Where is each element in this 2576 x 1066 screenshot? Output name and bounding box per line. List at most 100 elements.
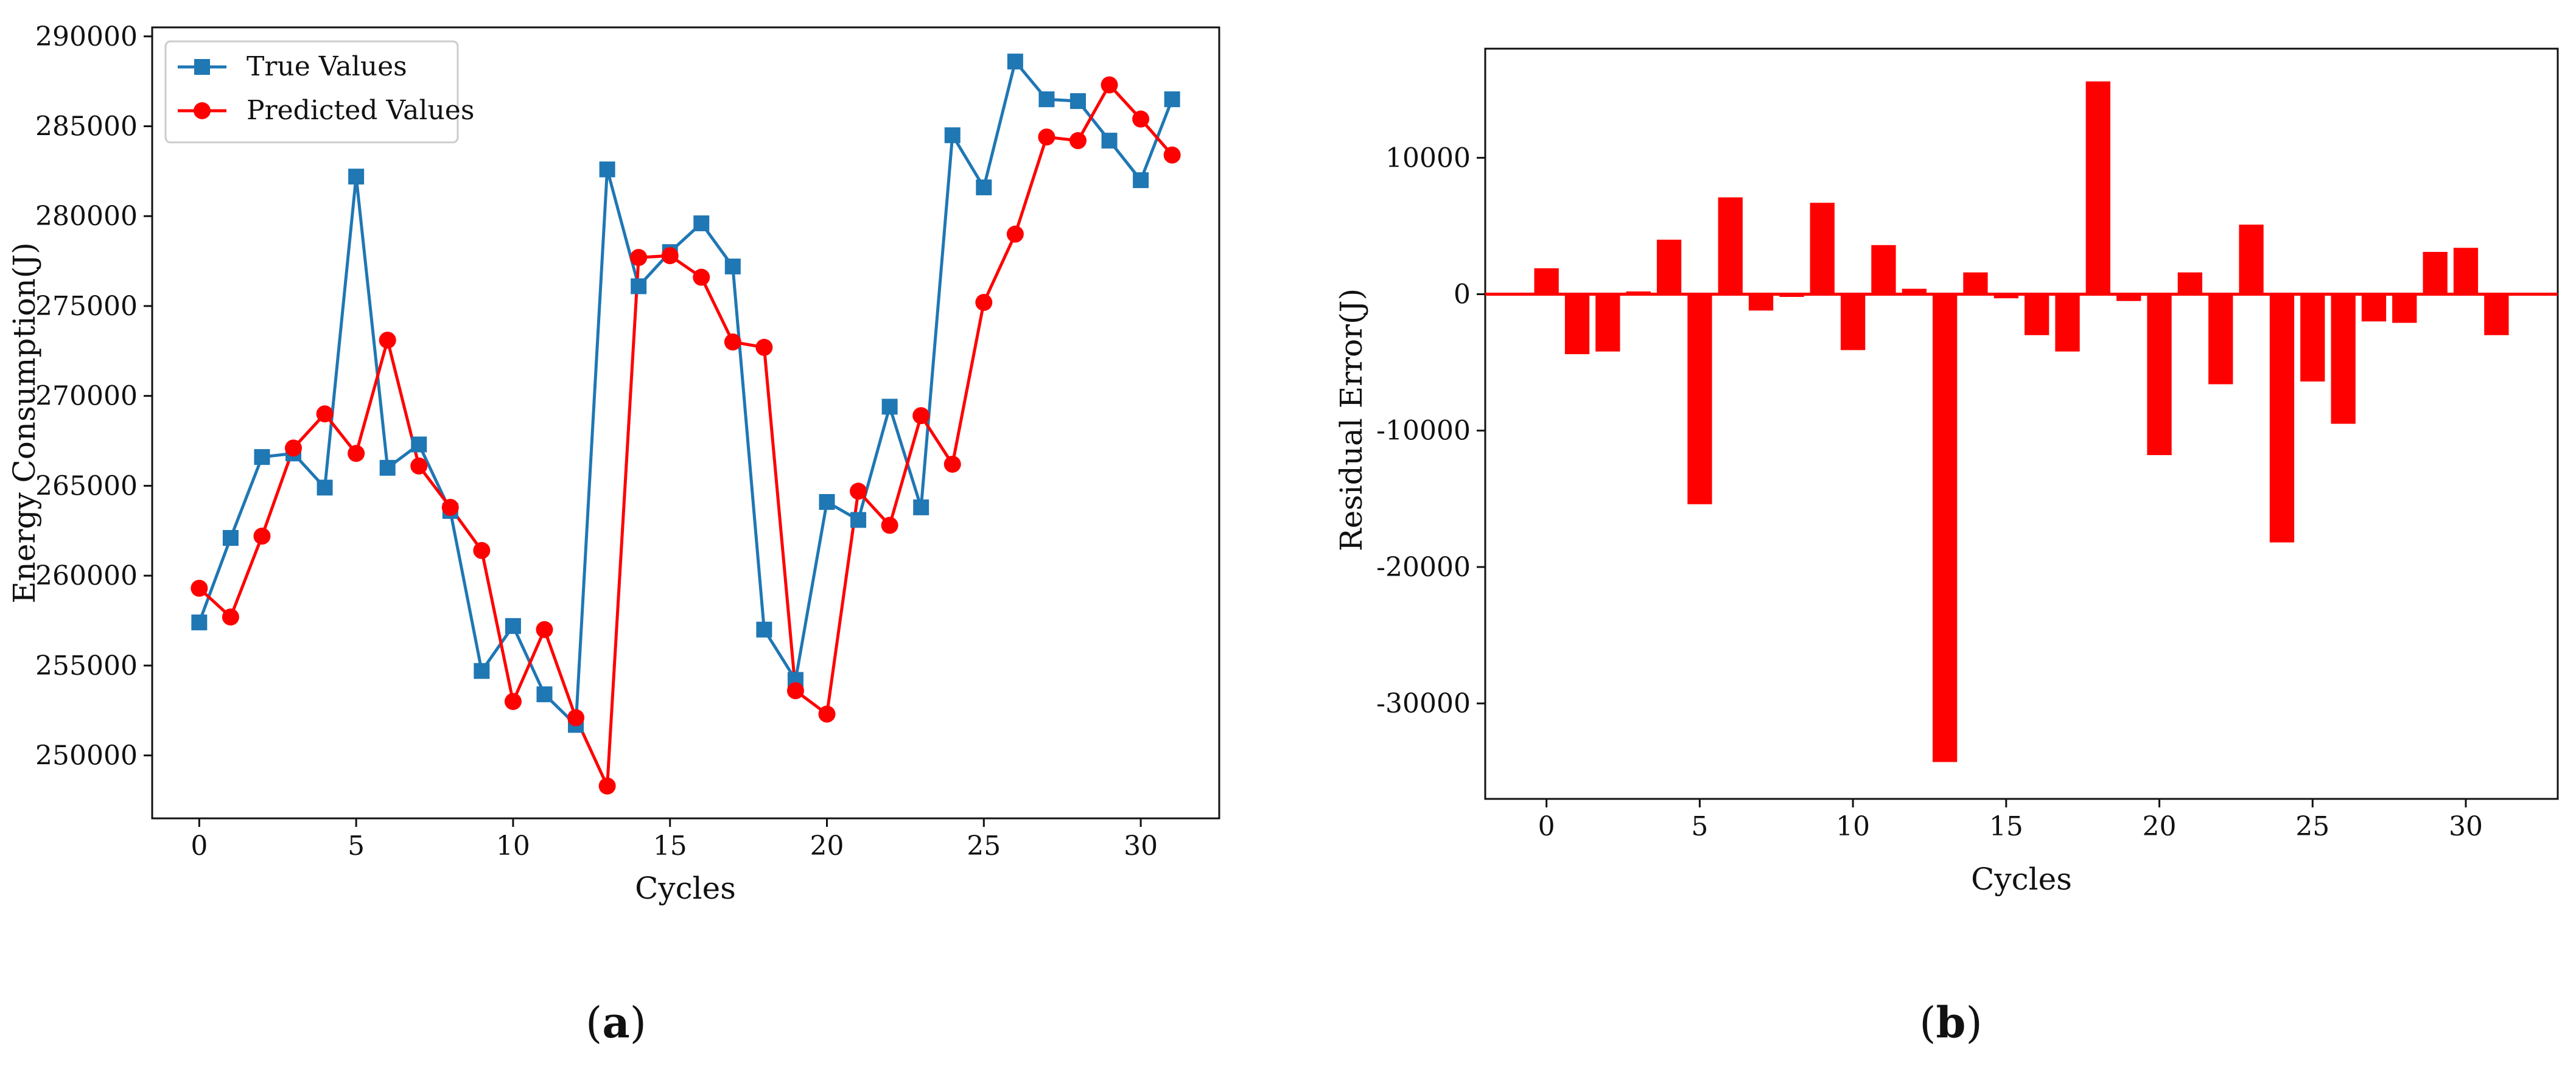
data-point-true: [976, 179, 992, 195]
data-point-true: [474, 663, 490, 679]
x-tick-label: 15: [653, 831, 687, 862]
bar: [1963, 272, 1988, 294]
bar: [2453, 248, 2479, 294]
data-point-predicted: [222, 608, 239, 626]
bar: [2085, 81, 2110, 294]
x-tick-label: 5: [1691, 811, 1708, 842]
data-point-predicted: [1069, 132, 1087, 150]
data-point-predicted: [850, 482, 867, 500]
x-tick-label: 0: [1538, 811, 1555, 842]
data-point-true: [913, 499, 929, 515]
data-point-true: [631, 278, 647, 294]
data-point-true: [756, 621, 772, 638]
data-point-predicted: [786, 682, 804, 700]
data-point-predicted: [285, 439, 303, 457]
panel-label-b: (b): [1919, 997, 1983, 1048]
y-tick-label: -10000: [1376, 416, 1471, 447]
y-tick-label: 290000: [35, 21, 138, 52]
data-point-predicted: [253, 528, 271, 545]
plot-frame-b: [1484, 47, 2559, 800]
data-point-predicted: [881, 517, 898, 534]
bar: [2177, 272, 2202, 294]
data-point-true: [850, 512, 867, 528]
data-point-true: [379, 459, 396, 476]
y-tick-label: 260000: [35, 560, 138, 591]
bar: [1564, 294, 1590, 355]
legend-label-predicted: Predicted Values: [247, 95, 474, 126]
bar: [1656, 239, 1682, 294]
y-tick-label: 255000: [35, 650, 138, 681]
y-tick-label: 280000: [35, 201, 138, 232]
data-point-predicted: [441, 498, 459, 516]
y-axis-label-a: Energy Consumption(J): [7, 242, 42, 604]
data-point-true: [254, 449, 270, 465]
x-tick-label: 30: [1124, 831, 1158, 862]
bar: [1595, 294, 1620, 352]
y-tick-label: 265000: [35, 470, 138, 501]
x-tick-label: 15: [1989, 811, 2023, 842]
data-point-predicted: [912, 407, 930, 425]
y-ticks-a: 250000 255000 260000 265000 270000 275000 2800…: [35, 21, 152, 772]
legend: True Values Predicted Values: [164, 40, 474, 144]
data-point-true: [599, 161, 615, 178]
y-axis-label-b: Residual Error(J): [1334, 288, 1369, 551]
x-axis-label-a: Cycles: [635, 871, 736, 906]
bar: [2392, 294, 2417, 323]
bar: [2300, 294, 2325, 381]
data-point-true: [536, 686, 553, 703]
data-point-true: [1069, 93, 1086, 110]
bar: [1810, 203, 1835, 294]
bar-chart: 10000 0 -10000 -20000 -30000 0 5 10 15 20 25 30 Cy…: [1334, 47, 2559, 1048]
data-point-true: [944, 127, 961, 144]
bar: [1902, 288, 1927, 294]
data-point-true: [1133, 172, 1149, 189]
bar: [2147, 294, 2172, 455]
data-point-true: [191, 614, 208, 630]
y-tick-label: 270000: [35, 381, 138, 412]
y-tick-label: 275000: [35, 291, 138, 322]
panel-label-a: (a): [586, 997, 646, 1048]
bar: [1748, 294, 1774, 311]
bar: [2269, 294, 2295, 543]
bar: [2423, 252, 2448, 294]
data-point-predicted: [975, 294, 993, 312]
data-point-predicted: [1006, 225, 1024, 243]
bar: [2361, 294, 2387, 322]
data-point-predicted: [818, 705, 836, 723]
data-point-predicted: [598, 777, 616, 795]
data-point-predicted: [473, 542, 491, 559]
data-point-true: [1038, 91, 1055, 108]
x-tick-label: 10: [496, 831, 530, 862]
bar: [2484, 294, 2509, 335]
data-point-true: [1007, 54, 1023, 70]
series-group-a: [191, 54, 1181, 795]
data-point-true: [724, 258, 741, 274]
x-tick-label: 30: [2449, 811, 2483, 842]
data-point-predicted: [1163, 146, 1181, 164]
data-point-predicted: [316, 405, 334, 423]
data-point-true: [348, 169, 365, 185]
data-point-predicted: [661, 247, 679, 265]
bar: [1871, 245, 1896, 294]
plot-frame-a: [151, 26, 1220, 820]
y-tick-label: 10000: [1385, 142, 1471, 173]
bar: [2239, 225, 2264, 294]
data-point-predicted: [1101, 76, 1118, 94]
bar: [1718, 197, 1743, 294]
data-point-true: [819, 494, 835, 510]
x-tick-label: 0: [191, 831, 208, 862]
bar: [2055, 294, 2080, 352]
bar: [2025, 294, 2049, 335]
x-ticks-b: 0 5 10 15 20 25 30: [1538, 799, 2483, 842]
x-tick-label: 25: [967, 831, 1001, 862]
x-tick-label: 20: [810, 831, 844, 862]
data-point-predicted: [693, 268, 710, 286]
y-tick-label: 0: [1454, 279, 1471, 310]
x-tick-label: 20: [2143, 811, 2177, 842]
data-point-true: [317, 479, 333, 496]
x-tick-label: 5: [348, 831, 365, 862]
bar: [2208, 294, 2233, 385]
data-point-true: [222, 530, 239, 546]
data-point-predicted: [379, 332, 396, 349]
data-point-predicted: [724, 333, 741, 351]
